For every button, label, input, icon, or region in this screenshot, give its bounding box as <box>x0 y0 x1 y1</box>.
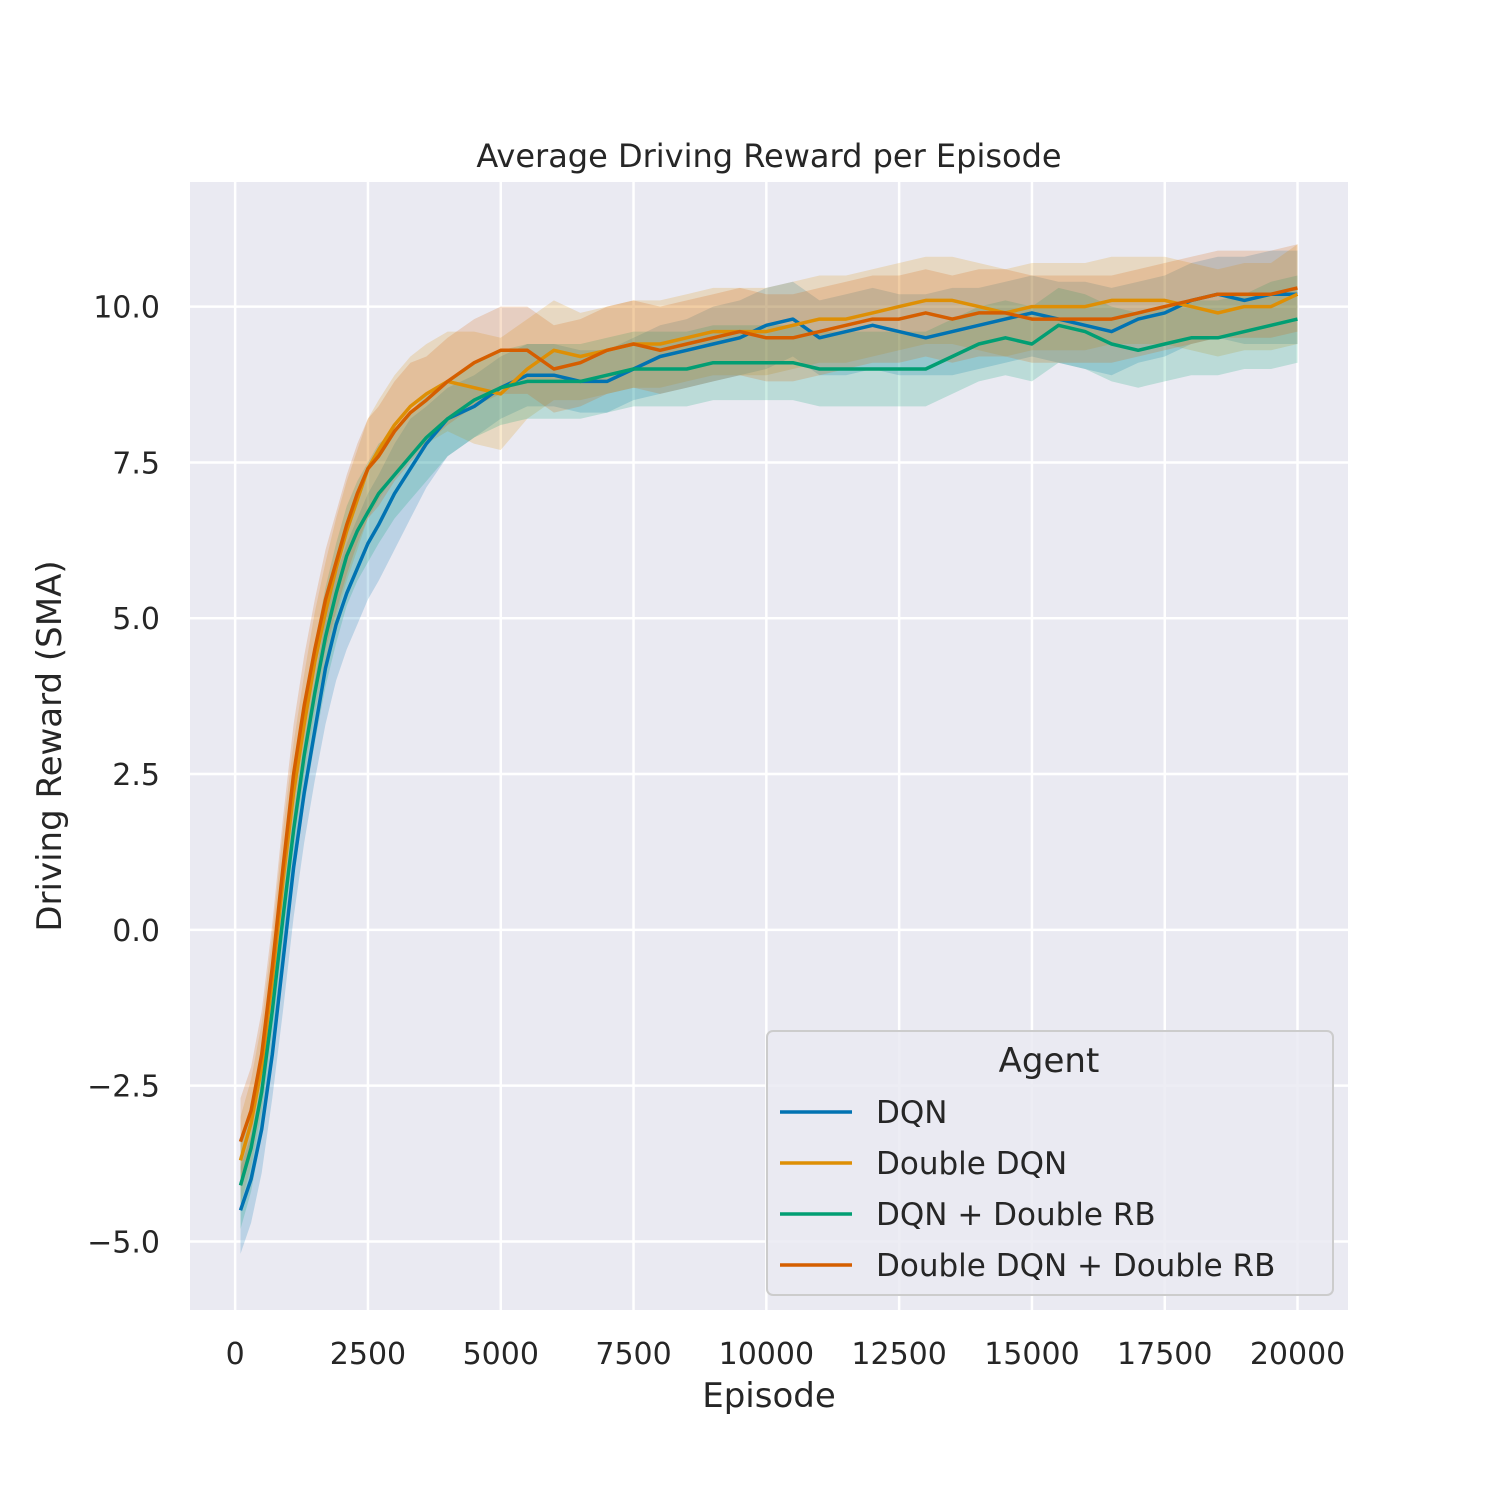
series-line-0 <box>238 292 1298 1211</box>
legend-title: Agent <box>999 1041 1100 1081</box>
x-tick-label: 12500 <box>851 1337 946 1372</box>
y-tick-label: 0.0 <box>112 914 160 949</box>
x-tick-label: 10000 <box>719 1337 814 1372</box>
y-tick-label: 5.0 <box>112 602 160 637</box>
y-tick-label: 2.5 <box>112 758 160 793</box>
legend: Agent DQN Double DQN DQN + Double RB Double… <box>766 1030 1334 1296</box>
y-tick-label: −5.0 <box>87 1225 160 1260</box>
series-lines <box>238 286 1299 1211</box>
y-axis-label: Driving Reward (SMA) <box>30 560 70 931</box>
series-line-2 <box>238 317 1298 1186</box>
legend-label: DQN + Double RB <box>876 1197 1156 1233</box>
legend-box <box>766 1030 1334 1296</box>
legend-label: Double DQN + Double RB <box>876 1248 1275 1284</box>
y-tick-label: −2.5 <box>87 1070 160 1105</box>
y-tick-label: 10.0 <box>93 291 160 326</box>
chart-title: Average Driving Reward per Episode <box>476 137 1061 175</box>
legend-label: Double DQN <box>876 1146 1067 1182</box>
x-tick-label: 2500 <box>330 1337 406 1372</box>
y-axis-ticks: −5.0 −2.5 0.0 2.5 5.0 7.5 10.0 <box>87 291 160 1261</box>
x-tick-label: 7500 <box>595 1337 671 1372</box>
series-band-1 <box>240 244 1298 1205</box>
series-band-2 <box>240 275 1298 1229</box>
y-tick-label: 7.5 <box>112 446 160 481</box>
x-tick-label: 17500 <box>1117 1337 1212 1372</box>
x-tick-label: 0 <box>226 1337 245 1372</box>
series-line-1 <box>238 292 1299 1161</box>
x-axis-ticks: 0 2500 5000 7500 10000 12500 15000 17500 20000 <box>226 1337 1346 1372</box>
x-axis-label: Episode <box>702 1376 836 1416</box>
x-tick-label: 15000 <box>984 1337 1079 1372</box>
x-tick-label: 5000 <box>463 1337 539 1372</box>
x-tick-label: 20000 <box>1250 1337 1345 1372</box>
series-line-3 <box>238 286 1298 1143</box>
legend-label: DQN <box>876 1095 947 1131</box>
